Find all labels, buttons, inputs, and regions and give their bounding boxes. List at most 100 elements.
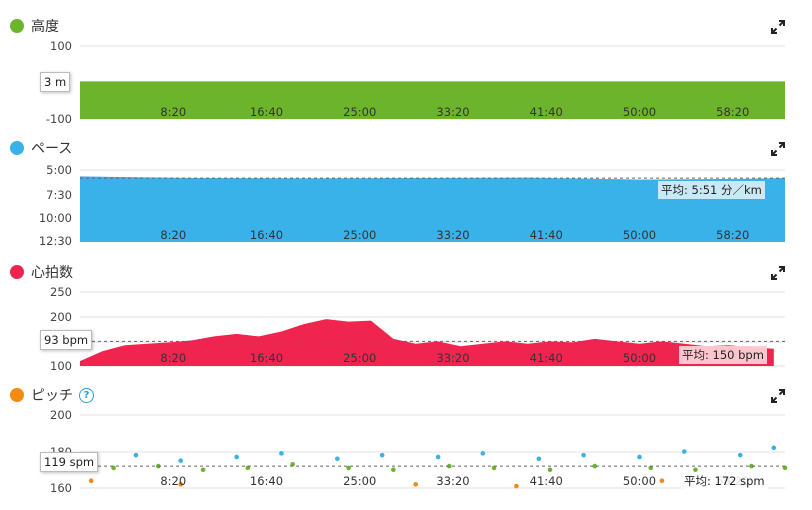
x-tick-label: 8:20 bbox=[160, 105, 186, 119]
heart-rate-average-label: 平均: 150 bpm bbox=[679, 346, 767, 364]
data-point bbox=[681, 449, 687, 454]
x-tick-label: 8:20 bbox=[160, 351, 186, 365]
heart-rate-chart: 2502001501008:2016:4025:0033:2041:4050:0… bbox=[50, 285, 785, 373]
pace-average-label: 平均: 5:51 分／km bbox=[658, 181, 765, 199]
elevation-area-series bbox=[80, 81, 785, 119]
data-point bbox=[178, 458, 184, 463]
x-tick-label: 41:40 bbox=[530, 228, 563, 242]
data-point bbox=[648, 465, 654, 471]
data-point bbox=[346, 465, 351, 471]
data-point bbox=[491, 465, 497, 471]
pace-title: ペース bbox=[10, 138, 72, 158]
data-point bbox=[391, 467, 396, 473]
x-tick-label: 16:40 bbox=[250, 105, 283, 119]
pace-area-series bbox=[80, 176, 785, 242]
expand-icon[interactable] bbox=[771, 389, 785, 403]
data-point bbox=[547, 467, 553, 473]
heart-rate-panel: 心拍数 2502001501008:2016:4025:0033:2041:40… bbox=[0, 262, 812, 382]
data-point bbox=[771, 445, 777, 451]
y-tick-label: 5:00 bbox=[46, 163, 72, 177]
data-point bbox=[413, 482, 419, 487]
data-point bbox=[245, 465, 251, 471]
y-tick-label: 200 bbox=[50, 310, 72, 324]
elevation-title: 高度 bbox=[10, 16, 59, 36]
x-tick-label: 25:00 bbox=[343, 351, 376, 365]
x-tick-label: 25:00 bbox=[343, 228, 376, 242]
cadence-average-label: 平均: 172 spm bbox=[681, 472, 768, 490]
cadence-chart: 2001801608:2016:4025:0033:2041:4050:0058… bbox=[50, 408, 788, 495]
data-point bbox=[279, 451, 284, 456]
x-tick-label: 50:00 bbox=[623, 351, 656, 365]
help-icon[interactable]: ? bbox=[79, 387, 94, 403]
x-tick-label: 33:20 bbox=[436, 228, 469, 242]
x-tick-label: 16:40 bbox=[250, 351, 283, 365]
y-tick-label: 12:30 bbox=[39, 234, 72, 248]
x-tick-label: 16:40 bbox=[250, 228, 283, 242]
y-tick-label: 7:30 bbox=[46, 188, 72, 202]
y-tick-label: 10:00 bbox=[39, 211, 72, 225]
x-tick-label: 33:20 bbox=[436, 474, 469, 488]
data-point bbox=[737, 452, 743, 458]
heart-rate-legend-dot bbox=[10, 265, 24, 279]
pace-chart: 5:00 7:30 10:00 12:30 8:20 16:40 25:00 33:20 41:… bbox=[39, 163, 786, 248]
data-point bbox=[435, 454, 441, 460]
y-tick-label: 250 bbox=[50, 285, 72, 299]
data-point bbox=[637, 454, 642, 460]
elevation-title-label: 高度 bbox=[31, 19, 59, 35]
data-point bbox=[111, 465, 116, 471]
pace-panel: ペース 5:00 7:30 10:00 12:30 8:20 16:40 25:00 33:2… bbox=[0, 138, 812, 258]
x-tick-label: 41:40 bbox=[530, 105, 563, 119]
expand-icon[interactable] bbox=[771, 142, 785, 156]
x-tick-label: 16:40 bbox=[250, 474, 283, 488]
data-point bbox=[133, 452, 139, 458]
data-point bbox=[200, 467, 206, 473]
x-tick-label: 33:20 bbox=[436, 351, 469, 365]
data-point bbox=[290, 461, 295, 467]
cadence-title-label: ピッチ bbox=[31, 388, 73, 404]
x-tick-label: 41:40 bbox=[530, 351, 563, 365]
y-tick-label: 160 bbox=[50, 481, 72, 495]
heart-rate-title-label: 心拍数 bbox=[31, 265, 73, 281]
data-point bbox=[536, 456, 542, 462]
data-point bbox=[88, 478, 94, 483]
elevation-legend-dot bbox=[10, 19, 24, 33]
expand-icon[interactable] bbox=[771, 20, 785, 34]
x-tick-label: 8:20 bbox=[160, 228, 186, 242]
elevation-panel: 高度 100 -100 8:20 16:40 25:00 33:20 41:40 50:00 5… bbox=[0, 16, 812, 136]
x-tick-label: 58:20 bbox=[716, 228, 749, 242]
x-tick-label: 50:00 bbox=[623, 228, 656, 242]
y-tick-label: 100 bbox=[50, 39, 72, 53]
heart-rate-tooltip: 93 bpm bbox=[40, 330, 93, 350]
data-point bbox=[592, 463, 598, 469]
y-tick-label: 100 bbox=[50, 359, 72, 373]
cadence-title: ピッチ ? bbox=[10, 385, 94, 405]
y-tick-label: 200 bbox=[50, 408, 72, 422]
data-point bbox=[693, 467, 698, 473]
y-tick-label: -100 bbox=[46, 112, 72, 126]
data-point bbox=[659, 478, 665, 483]
pace-legend-dot bbox=[10, 141, 24, 155]
data-point bbox=[514, 483, 519, 489]
heart-rate-title: 心拍数 bbox=[10, 262, 73, 282]
x-tick-label: 58:20 bbox=[716, 105, 749, 119]
cadence-panel: ピッチ ? 2001801608:2016:4025:0033:2041:405… bbox=[0, 385, 812, 510]
cadence-tooltip: 119 spm bbox=[40, 452, 99, 472]
data-point bbox=[581, 452, 586, 458]
data-point bbox=[379, 452, 385, 458]
x-tick-label: 41:40 bbox=[530, 474, 563, 488]
cadence-legend-dot bbox=[10, 388, 24, 402]
elevation-tooltip: 3 m bbox=[40, 72, 71, 92]
data-point bbox=[749, 463, 754, 469]
data-point bbox=[480, 451, 486, 456]
data-point bbox=[446, 463, 452, 469]
x-tick-label: 50:00 bbox=[623, 105, 656, 119]
data-point bbox=[335, 456, 340, 462]
x-tick-label: 25:00 bbox=[343, 474, 376, 488]
x-tick-label: 33:20 bbox=[436, 105, 469, 119]
expand-icon[interactable] bbox=[771, 266, 785, 280]
heart-area-series bbox=[80, 319, 774, 366]
x-tick-label: 25:00 bbox=[343, 105, 376, 119]
elevation-chart: 100 -100 8:20 16:40 25:00 33:20 41:40 50:00 58:2… bbox=[46, 39, 786, 126]
x-tick-label: 8:20 bbox=[160, 474, 186, 488]
data-point bbox=[234, 454, 239, 460]
